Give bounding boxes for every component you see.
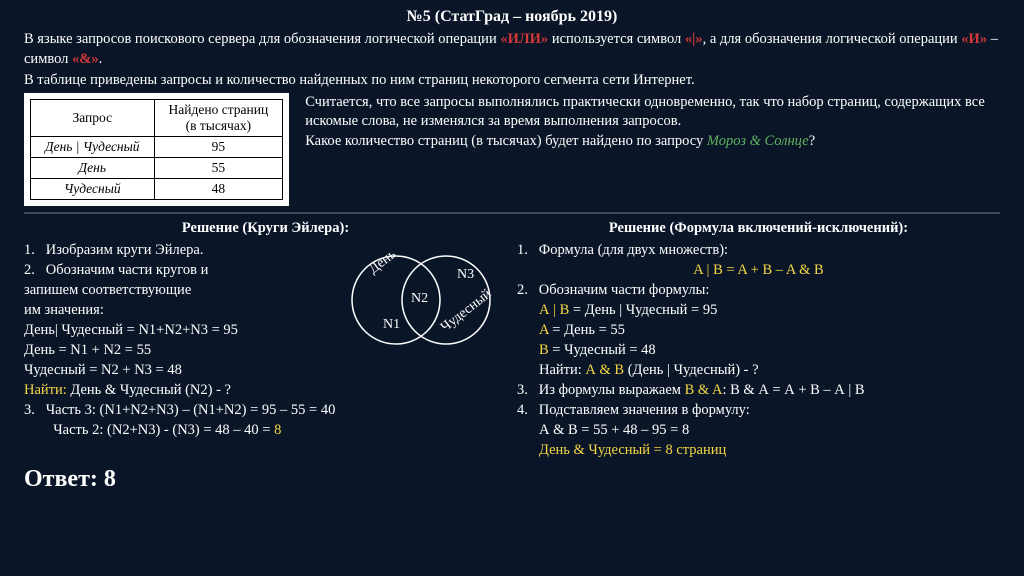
t: Часть 3: (N1+N2+N3) – (N1+N2) = 95 – 55 … xyxy=(46,402,336,418)
slide: №5 (СтатГрад – ноябрь 2019) В языке запр… xyxy=(0,0,1024,501)
ans-8: 8 xyxy=(274,422,281,438)
step: 3. Из формулы выражаем B & A: В & А = А … xyxy=(517,380,1000,400)
table-row: День55 xyxy=(31,157,283,178)
t: = Чудесный = 48 xyxy=(549,342,656,358)
t: Из формулы выражаем xyxy=(539,382,685,398)
cell: 48 xyxy=(154,178,283,199)
solution-formula: Решение (Формула включений-исключений): … xyxy=(517,218,1000,460)
venn-n2: N2 xyxy=(411,291,428,306)
th-pages: Найдено страниц (в тысячах) xyxy=(154,99,283,136)
right-text: Считается, что все запросы выполнялись п… xyxy=(305,93,1000,152)
venn-diagram: День Чудесный N1 N2 N3 xyxy=(341,240,501,360)
t: Подставляем значения в формулу: xyxy=(539,402,750,418)
step: 2. Обозначим части формулы: xyxy=(517,280,1000,300)
find-label: Найти: xyxy=(24,382,67,398)
kw-amp: «&» xyxy=(72,51,99,67)
t: , а для обозначения логической операции xyxy=(703,31,962,47)
t: День & Чудесный (N2) - ? xyxy=(67,382,231,398)
sol-title: Решение (Круги Эйлера): xyxy=(24,218,507,238)
table-row: День | Чудесный95 xyxy=(31,136,283,157)
intro-line-2: В таблице приведены запросы и количество… xyxy=(24,71,1000,91)
t: используется символ xyxy=(548,31,685,47)
t: В языке запросов поискового сервера для … xyxy=(24,31,500,47)
t: Обозначим части формулы: xyxy=(539,282,710,298)
v: А | В xyxy=(539,302,569,318)
solutions-row: Решение (Круги Эйлера): День Чудесный N1… xyxy=(24,218,1000,460)
kw-i: «И» xyxy=(961,31,987,47)
table-row: Чудесный48 xyxy=(31,178,283,199)
query-moroz: Мороз & Солнце xyxy=(707,133,809,149)
t: (День | Чудесный) - ? xyxy=(624,362,758,378)
kw-ili: «ИЛИ» xyxy=(500,31,548,47)
step: 3. Часть 3: (N1+N2+N3) – (N1+N2) = 95 – … xyxy=(24,400,507,420)
t: ? xyxy=(809,133,815,149)
kw-pipe: «|» xyxy=(685,31,703,47)
t: : В & А = А + В – А | В xyxy=(722,382,864,398)
p: Какое количество страниц (в тысячах) буд… xyxy=(305,132,1000,152)
cell: День | Чудесный xyxy=(31,136,155,157)
step: Часть 2: (N2+N3) - (N3) = 48 – 40 = 8 xyxy=(24,420,507,440)
cell: Чудесный xyxy=(31,178,155,199)
line: В = Чудесный = 48 xyxy=(517,340,1000,360)
formula: A | B = A + B – A & B xyxy=(517,260,1000,280)
t: (в тысячах) xyxy=(169,118,269,134)
table-row: Запрос Найдено страниц (в тысячах) xyxy=(31,99,283,136)
result: День & Чудесный = 8 страниц xyxy=(517,440,1000,460)
intro-line-1: В языке запросов поискового сервера для … xyxy=(24,30,1000,69)
result: А & В = 55 + 48 – 95 = 8 xyxy=(517,420,1000,440)
query-table: Запрос Найдено страниц (в тысячах) День … xyxy=(30,99,283,200)
step: 4. Подставляем значения в формулу: xyxy=(517,400,1000,420)
t: Часть 2: (N2+N3) - (N3) = 48 – 40 = xyxy=(53,422,274,438)
cell: 55 xyxy=(154,157,283,178)
t: Обозначим части кругов и xyxy=(46,262,209,278)
t: . xyxy=(99,51,103,67)
cell: День xyxy=(31,157,155,178)
t: Формула (для двух множеств): xyxy=(539,242,728,258)
t: Изобразим круги Эйлера. xyxy=(46,242,204,258)
t: Какое количество страниц (в тысячах) буд… xyxy=(305,133,707,149)
divider xyxy=(24,212,1000,214)
venn-n1: N1 xyxy=(383,317,400,332)
th-query: Запрос xyxy=(31,99,155,136)
line: A = День = 55 xyxy=(517,320,1000,340)
problem-title: №5 (СтатГрад – ноябрь 2019) xyxy=(24,8,1000,26)
venn-n3: N3 xyxy=(457,267,474,282)
t: Найдено страниц xyxy=(169,102,269,118)
v: В xyxy=(539,342,549,358)
sol-title: Решение (Формула включений-исключений): xyxy=(517,218,1000,238)
v: A xyxy=(539,322,549,338)
step: 1. Формула (для двух множеств): xyxy=(517,240,1000,260)
v: B & A xyxy=(685,382,723,398)
table-wrap: Запрос Найдено страниц (в тысячах) День … xyxy=(24,93,289,206)
solution-euler: Решение (Круги Эйлера): День Чудесный N1… xyxy=(24,218,507,460)
eq: Чудесный = N2 + N3 = 48 xyxy=(24,360,507,380)
venn-left-label: День xyxy=(366,247,399,277)
t: Найти: xyxy=(539,362,585,378)
line: Найти: А & В (День | Чудесный) - ? xyxy=(517,360,1000,380)
final-answer: Ответ: 8 xyxy=(24,466,1000,493)
venn-right-label: Чудесный xyxy=(438,286,495,335)
t: = День | Чудесный = 95 xyxy=(569,302,717,318)
p: Считается, что все запросы выполнялись п… xyxy=(305,93,1000,132)
find-line: Найти: День & Чудесный (N2) - ? xyxy=(24,380,507,400)
cell: 95 xyxy=(154,136,283,157)
row-table-text: Запрос Найдено страниц (в тысячах) День … xyxy=(24,93,1000,206)
v: А & В xyxy=(585,362,624,378)
t: = День = 55 xyxy=(549,322,625,338)
line: А | В = День | Чудесный = 95 xyxy=(517,300,1000,320)
